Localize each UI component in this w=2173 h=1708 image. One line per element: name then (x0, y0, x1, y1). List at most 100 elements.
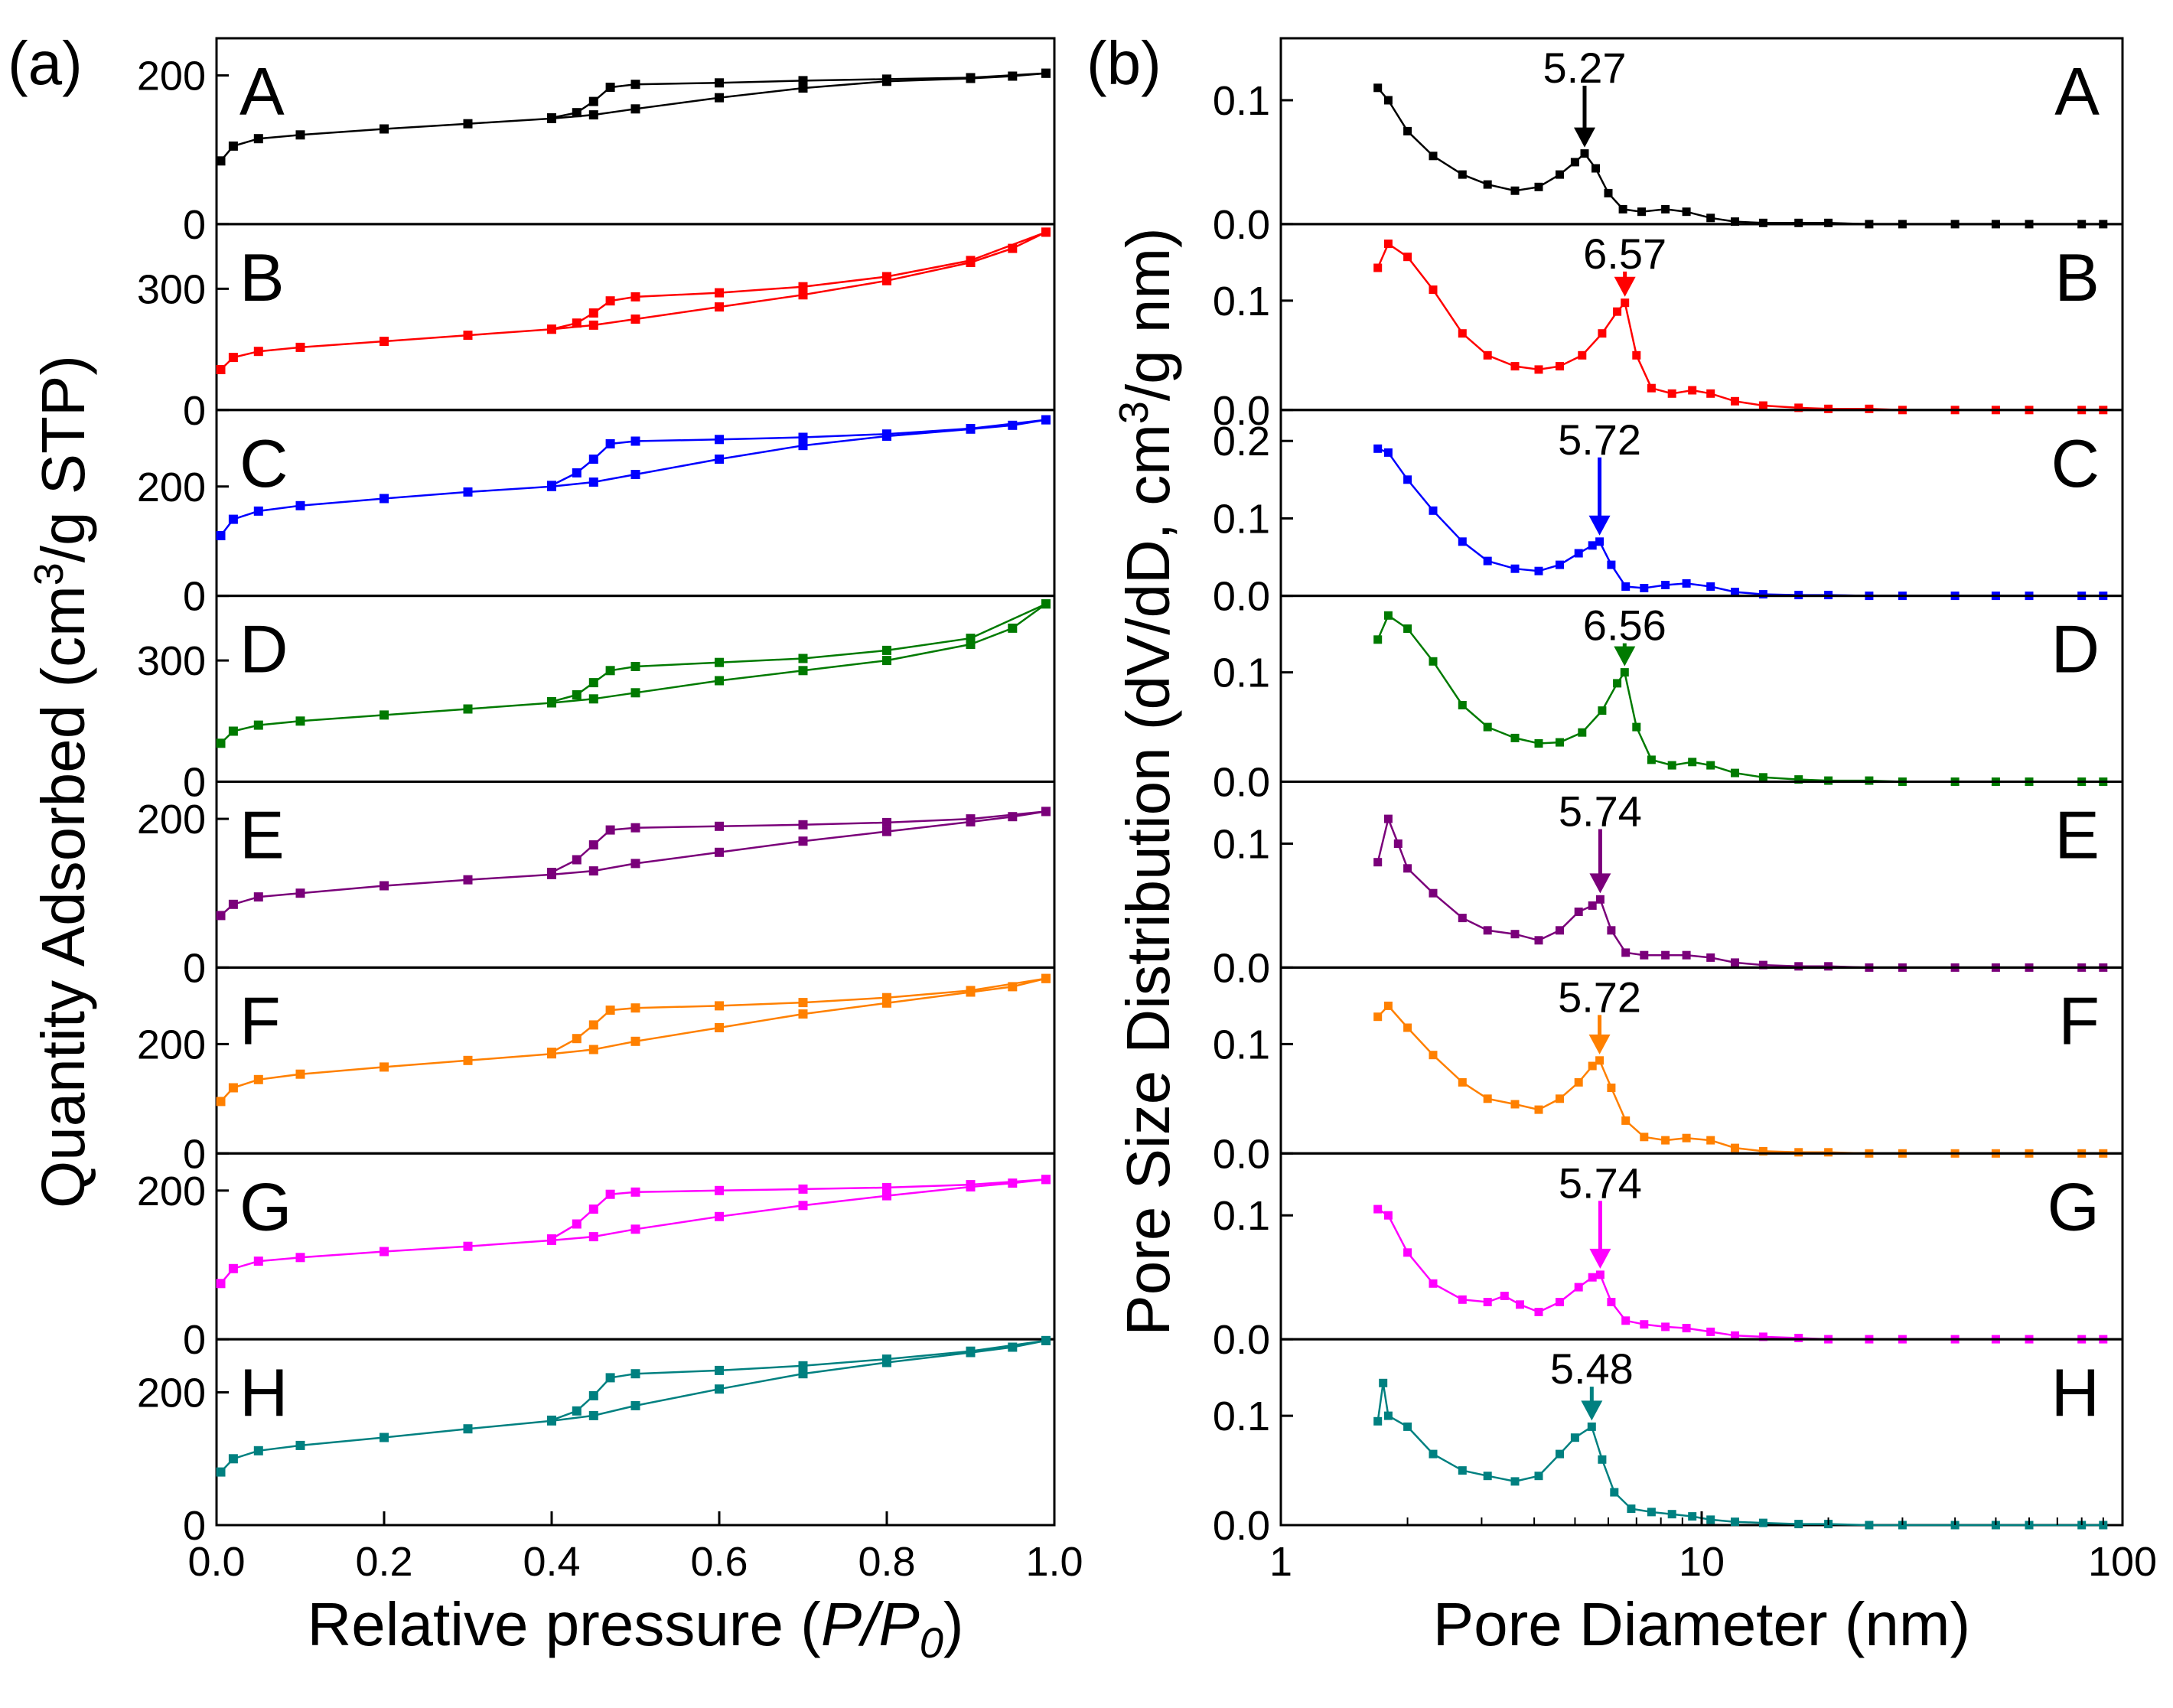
psd-C-point (1682, 579, 1691, 588)
isotherm-G-desorption-point (630, 1187, 640, 1197)
psd-peak-arrowhead (1614, 646, 1636, 667)
isotherm-H-desorption-point (798, 1361, 808, 1371)
psd-B-point (1373, 263, 1383, 272)
isotherm-H-desorption-point (588, 1390, 598, 1400)
psd-B-point (1632, 350, 1641, 360)
isotherm-C-adsorption-point (463, 487, 473, 497)
psd-A-point (1429, 152, 1438, 161)
psd-E-point (1383, 814, 1393, 823)
psd-peak-label: 5.72 (1558, 416, 1641, 464)
psd-G-point (1588, 1273, 1597, 1282)
psd-D-point (1620, 668, 1629, 677)
isotherm-A-adsorption-point (228, 141, 238, 151)
isotherm-B-adsorption-point (253, 347, 263, 357)
isotherm-G-desorption-point (715, 1185, 724, 1195)
isotherm-A-desorption-point (715, 78, 724, 88)
psd-y-tick-label: 0.1 (1213, 279, 1270, 324)
psd-B-point (1621, 298, 1630, 308)
psd-E-point (1824, 962, 1833, 971)
isotherm-D-adsorption-point (798, 666, 808, 676)
isotherm-H-adsorption-point (715, 1384, 724, 1394)
isotherm-x-tick-label: 0.2 (355, 1539, 412, 1585)
isotherm-F-desorption-point (630, 1003, 640, 1013)
isotherm-E-desorption-point (1041, 807, 1051, 817)
isotherm-D-adsorption-point (630, 688, 640, 698)
isotherm-C-desorption-line (551, 419, 1047, 487)
isotherm-C-adsorption-point (253, 506, 263, 516)
isotherm-A-desorption-line (551, 72, 1047, 119)
isotherm-G-adsorption-point (1008, 1178, 1018, 1188)
psd-F-point (1640, 1133, 1649, 1142)
isotherm-F-adsorption-point (630, 1036, 640, 1046)
psd-E-point (1661, 950, 1670, 960)
isotherm-sample-label: A (239, 54, 285, 129)
isotherm-H-desorption-point (630, 1369, 640, 1379)
psd-H-point (1731, 1517, 1739, 1527)
psd-F-point (1758, 1146, 1767, 1156)
isotherm-E-adsorption-point (228, 899, 238, 909)
psd-C-point (1621, 582, 1631, 591)
psd-frame-F (1279, 966, 2124, 1155)
psd-E-point (1429, 888, 1438, 898)
psd-A-point (1731, 217, 1739, 227)
isotherm-D-desorption-point (1041, 599, 1051, 609)
psd-G-point (1383, 1211, 1393, 1220)
isotherm-D-adsorption-point (228, 726, 238, 736)
isotherm-D-adsorption-point (588, 694, 598, 704)
isotherm-sample-label: H (239, 1354, 288, 1430)
isotherm-x-tick-label: 0.8 (858, 1539, 915, 1585)
psd-sample-label: C (2051, 425, 2100, 501)
isotherm-H-desorption-point (547, 1415, 556, 1425)
psd-F-point (1682, 1133, 1691, 1142)
isotherm-G-desorption-point (882, 1182, 891, 1192)
isotherm-sample-label: C (239, 425, 288, 501)
psd-y-tick-label: 0.1 (1213, 821, 1270, 867)
psd-B-point (1731, 396, 1739, 406)
psd-H-line (1376, 1383, 2103, 1527)
isotherm-B-desorption-point (882, 272, 891, 282)
isotherm-C-desorption-point (882, 429, 891, 439)
isotherm-y-tick-label: 200 (137, 54, 206, 99)
isotherm-B-adsorption-point (228, 353, 238, 363)
psd-B-point (1510, 362, 1520, 371)
psd-F-line (1376, 1004, 2103, 1155)
isotherm-A-adsorption-point (380, 124, 389, 134)
isotherm-B-adsorption-point (798, 290, 808, 300)
isotherm-E-adsorption-point (630, 859, 640, 869)
isotherm-C-adsorption-point (588, 478, 598, 487)
isotherm-E-desorption-point (715, 821, 724, 831)
psd-F-point (1595, 1056, 1605, 1065)
isotherm-E-desorption-point (882, 817, 891, 827)
psd-H-point (1379, 1378, 1388, 1387)
isotherm-C-desorption-point (966, 424, 976, 433)
psd-F-point (1706, 1136, 1715, 1145)
isotherm-y-tick-label: 200 (137, 464, 206, 510)
isotherm-C-desorption-point (1041, 415, 1051, 425)
isotherm-sample-label: B (239, 240, 285, 315)
isotherm-G-desorption-point (966, 1180, 976, 1190)
psd-C-point (1556, 560, 1564, 569)
psd-H-point (1667, 1510, 1676, 1519)
psd-y-axis-label: Pore Size Distribution (dV/dD, cm3/g nm) (1111, 227, 1182, 1335)
psd-G-point (1574, 1283, 1583, 1292)
isotherm-C-adsorption-point (715, 455, 724, 464)
isotherm-A-desorption-point (966, 73, 976, 83)
isotherm-D-adsorption-point (216, 738, 226, 748)
isotherm-F-adsorption-point (216, 1097, 226, 1107)
psd-A-point (1373, 83, 1383, 93)
isotherm-H-adsorption-point (798, 1369, 808, 1379)
isotherm-E-adsorption-point (295, 888, 305, 898)
isotherm-F-desorption-point (715, 1001, 724, 1011)
isotherm-y-tick-label: 0 (183, 1317, 206, 1363)
psd-A-point (1483, 180, 1492, 189)
isotherm-D-desorption-line (551, 603, 1047, 703)
psd-B-point (1706, 389, 1715, 398)
psd-D-point (1403, 624, 1412, 633)
isotherm-A-adsorption-point (630, 104, 640, 114)
psd-E-point (1458, 914, 1467, 923)
isotherm-E-adsorption-point (715, 847, 724, 857)
isotherm-G-desorption-point (547, 1234, 556, 1244)
psd-E-point (1574, 908, 1583, 916)
psd-peak-arrowhead (1588, 515, 1611, 536)
isotherm-y-tick-label: 0 (183, 1503, 206, 1549)
